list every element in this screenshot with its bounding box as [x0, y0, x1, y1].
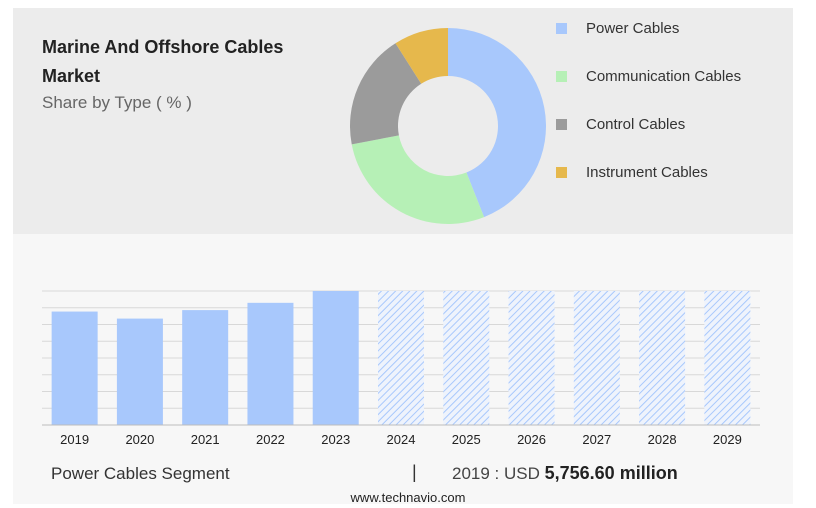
- legend-label: Communication Cables: [586, 67, 742, 85]
- legend-swatch: [556, 118, 567, 130]
- x-tick-label: 2023: [321, 432, 350, 447]
- bar-2019: [51, 311, 98, 425]
- bar-2021: [182, 310, 229, 425]
- x-tick-label: 2026: [517, 432, 546, 447]
- legend-swatch: [556, 22, 567, 34]
- x-tick-label: 2028: [648, 432, 677, 447]
- segment-value: 2019 : USD 5,756.60 million: [452, 463, 678, 484]
- legend-label: Instrument Cables: [586, 163, 708, 181]
- donut-slice-power-cables: [448, 28, 546, 218]
- donut-slice-communication-cables: [351, 135, 485, 224]
- chart-subtitle: Share by Type ( % ): [42, 93, 192, 112]
- bar-forecast-2029: [704, 291, 751, 425]
- bar-forecast-2026: [508, 291, 555, 425]
- x-tick-label: 2020: [125, 432, 154, 447]
- x-tick-label: 2019: [60, 432, 89, 447]
- bar-2022: [247, 302, 294, 425]
- legend-swatch: [556, 70, 567, 82]
- bar-2023: [312, 291, 359, 425]
- bar-forecast-2027: [573, 291, 620, 425]
- legend-label: Control Cables: [586, 115, 686, 133]
- value-amount: 5,756.60 million: [544, 463, 678, 483]
- segment-label: Power Cables Segment: [51, 464, 230, 483]
- bar-2020: [116, 318, 163, 425]
- legend-item: Control Cables: [556, 112, 685, 136]
- bar-forecast-2028: [639, 291, 686, 425]
- legend-swatch: [556, 166, 567, 178]
- legend-item: Communication Cables: [556, 64, 741, 88]
- bar-forecast-2025: [443, 291, 490, 425]
- website-link[interactable]: www.technavio.com: [350, 490, 466, 505]
- bar-chart: 2019 2020 2021 2022 2023 2024 2025 2026 2027 2028…: [42, 290, 760, 447]
- legend-item: Instrument Cables: [556, 160, 708, 184]
- donut-chart: [350, 28, 546, 224]
- x-tick-label: 2022: [256, 432, 285, 447]
- x-tick-label: 2029: [713, 432, 742, 447]
- x-tick-label: 2021: [191, 432, 220, 447]
- separator: |: [412, 462, 417, 482]
- x-tick-label: 2025: [452, 432, 481, 447]
- x-tick-label: 2027: [582, 432, 611, 447]
- legend-label: Power Cables: [586, 19, 680, 37]
- x-tick-label: 2024: [387, 432, 416, 447]
- bar-forecast-2024: [378, 291, 424, 425]
- chart-title: Marine And Offshore Cables Market: [42, 37, 284, 86]
- donut-slice-instrument-cables: [395, 28, 448, 84]
- value-prefix: 2019 : USD: [452, 464, 540, 483]
- donut-slice-control-cables: [350, 43, 422, 145]
- legend-item: Power Cables: [556, 16, 679, 40]
